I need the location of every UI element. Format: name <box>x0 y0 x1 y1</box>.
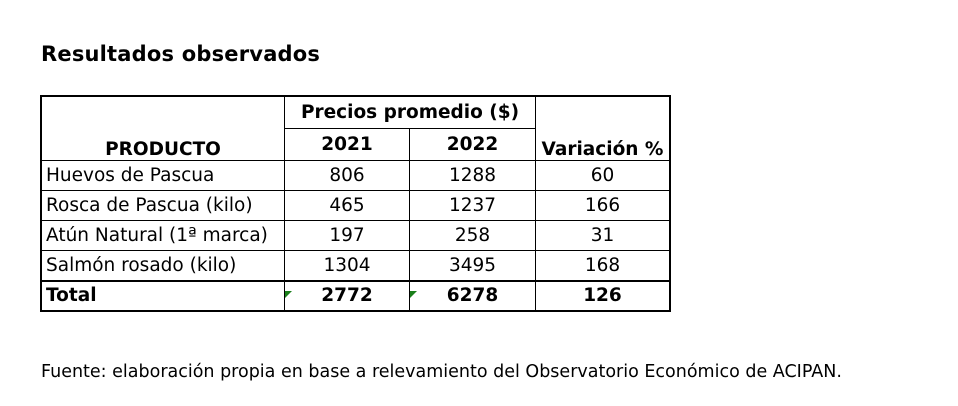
price-2021-cell: 465 <box>284 190 410 221</box>
formula-warning-marker-icon <box>285 291 292 298</box>
column-header-product: PRODUCTO <box>41 96 285 161</box>
variation-cell: 31 <box>535 220 670 251</box>
column-group-header-prices: Precios promedio ($) <box>284 96 536 129</box>
table-row: Salmón rosado (kilo) 1304 3495 168 <box>41 250 670 281</box>
page-title: Resultados observados <box>41 42 321 66</box>
column-header-2022: 2022 <box>409 128 536 161</box>
variation-cell: 166 <box>535 190 670 221</box>
total-2021-cell: 2772 <box>284 279 410 311</box>
price-2022-cell: 3495 <box>409 250 536 281</box>
price-2022-cell: 1237 <box>409 190 536 221</box>
price-2021-cell: 1304 <box>284 250 410 281</box>
price-2021-cell: 197 <box>284 220 410 251</box>
column-header-variation: Variación % <box>535 96 670 161</box>
column-header-2021: 2021 <box>284 128 410 161</box>
table-header-row: PRODUCTO Precios promedio ($) Variación … <box>41 96 670 161</box>
formula-warning-marker-icon <box>410 291 417 298</box>
total-2022-cell: 6278 <box>409 279 536 311</box>
prices-table: PRODUCTO Precios promedio ($) Variación … <box>40 95 671 312</box>
product-cell: Salmón rosado (kilo) <box>41 250 285 281</box>
table-row: Atún Natural (1ª marca) 197 258 31 <box>41 220 670 251</box>
product-cell: Huevos de Pascua <box>41 160 285 191</box>
total-variation-cell: 126 <box>535 279 670 311</box>
table-row: Rosca de Pascua (kilo) 465 1237 166 <box>41 190 670 221</box>
product-cell: Atún Natural (1ª marca) <box>41 220 285 251</box>
source-note: Fuente: elaboración propia en base a rel… <box>41 362 842 382</box>
table-subheader-row: 2021 2022 <box>42 128 670 161</box>
price-2021-cell: 806 <box>284 160 410 191</box>
total-label-cell: Total <box>41 279 285 311</box>
variation-cell: 168 <box>535 250 670 281</box>
price-2022-cell: 1288 <box>409 160 536 191</box>
total-row: Total 2772 6278 126 <box>41 279 670 311</box>
table-row: Huevos de Pascua 806 1288 60 <box>41 160 670 191</box>
price-2022-cell: 258 <box>409 220 536 251</box>
product-cell: Rosca de Pascua (kilo) <box>41 190 285 221</box>
variation-cell: 60 <box>535 160 670 191</box>
